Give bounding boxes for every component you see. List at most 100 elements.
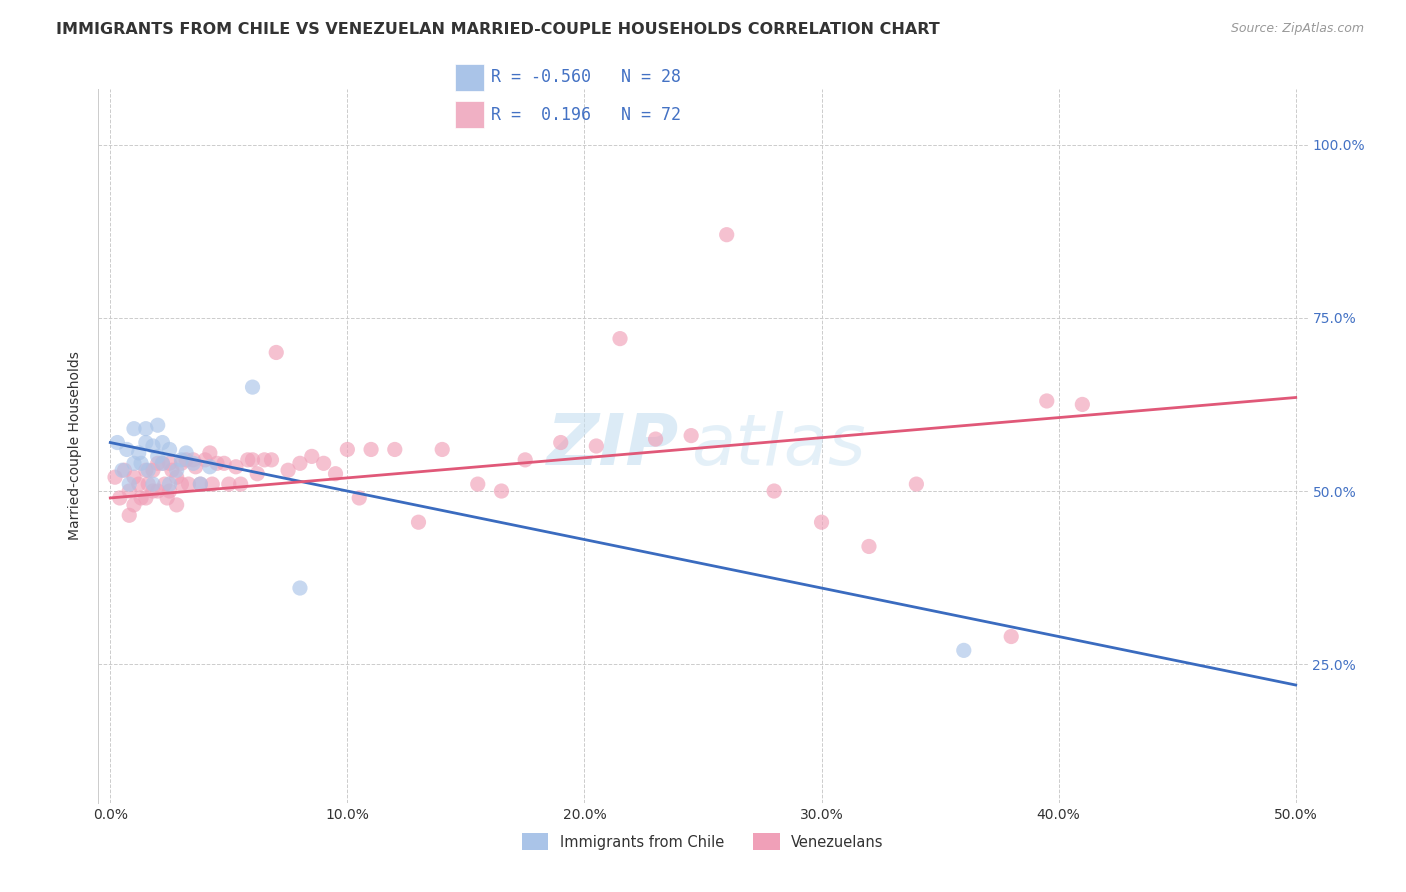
- Point: [128, 446, 150, 460]
- Point: [142, 463, 165, 477]
- Text: ZIP: ZIP: [547, 411, 679, 481]
- Point: [644, 432, 666, 446]
- Point: [229, 477, 252, 491]
- Point: [135, 463, 157, 477]
- Point: [236, 453, 259, 467]
- Point: [585, 439, 607, 453]
- Point: [108, 491, 131, 505]
- Point: [312, 456, 335, 470]
- Point: [246, 467, 269, 481]
- Point: [184, 459, 207, 474]
- Point: [159, 483, 181, 498]
- Point: [467, 477, 489, 491]
- Point: [952, 643, 974, 657]
- Point: [156, 491, 179, 505]
- Point: [174, 446, 197, 460]
- Point: [142, 477, 165, 491]
- Point: [118, 508, 141, 523]
- Point: [253, 453, 276, 467]
- Point: [118, 483, 141, 498]
- Point: [212, 456, 235, 470]
- Point: [152, 435, 174, 450]
- Point: [609, 332, 631, 346]
- Point: [810, 515, 832, 529]
- Point: [288, 456, 311, 470]
- Point: [152, 456, 174, 470]
- Point: [336, 442, 359, 457]
- Point: [432, 442, 454, 457]
- Point: [152, 456, 174, 470]
- Point: [1071, 397, 1094, 411]
- Point: [190, 477, 212, 491]
- Point: [129, 491, 152, 505]
- Point: [170, 477, 193, 491]
- Point: [153, 477, 176, 491]
- Point: [301, 450, 323, 464]
- Point: [159, 456, 181, 470]
- Point: [681, 428, 703, 442]
- Point: [198, 446, 221, 460]
- Point: [360, 442, 382, 457]
- Point: [201, 477, 224, 491]
- Point: [170, 453, 193, 467]
- Point: [111, 463, 134, 477]
- Point: [115, 442, 138, 457]
- Point: [205, 456, 228, 470]
- Point: [114, 463, 136, 477]
- Point: [136, 477, 159, 491]
- Point: [515, 453, 537, 467]
- Point: [122, 422, 145, 436]
- Point: [277, 463, 299, 477]
- Point: [550, 435, 572, 450]
- Point: [347, 491, 370, 505]
- Point: [118, 477, 141, 491]
- Text: Source: ZipAtlas.com: Source: ZipAtlas.com: [1230, 22, 1364, 36]
- Point: [260, 453, 283, 467]
- Point: [159, 477, 181, 491]
- Point: [146, 456, 169, 470]
- Point: [135, 491, 157, 505]
- Point: [905, 477, 928, 491]
- Point: [146, 450, 169, 464]
- Point: [135, 422, 157, 436]
- Y-axis label: Married-couple Households: Married-couple Households: [69, 351, 83, 541]
- Text: atlas: atlas: [690, 411, 866, 481]
- Point: [104, 470, 127, 484]
- FancyBboxPatch shape: [456, 101, 484, 128]
- Point: [288, 581, 311, 595]
- Point: [135, 435, 157, 450]
- Point: [177, 477, 200, 491]
- FancyBboxPatch shape: [456, 63, 484, 91]
- Point: [159, 442, 181, 457]
- Point: [105, 435, 128, 450]
- Point: [242, 380, 264, 394]
- Text: IMMIGRANTS FROM CHILE VS VENEZUELAN MARRIED-COUPLE HOUSEHOLDS CORRELATION CHART: IMMIGRANTS FROM CHILE VS VENEZUELAN MARR…: [56, 22, 941, 37]
- Point: [264, 345, 287, 359]
- Point: [170, 456, 193, 470]
- Point: [763, 483, 786, 498]
- Point: [325, 467, 347, 481]
- Point: [1000, 630, 1022, 644]
- Point: [146, 483, 169, 498]
- Point: [408, 515, 430, 529]
- Point: [142, 483, 165, 498]
- Point: [129, 456, 152, 470]
- Point: [194, 453, 217, 467]
- Point: [136, 463, 159, 477]
- Point: [166, 463, 188, 477]
- Point: [142, 439, 165, 453]
- Point: [166, 498, 188, 512]
- Point: [858, 540, 880, 554]
- Legend: Immigrants from Chile, Venezuelans: Immigrants from Chile, Venezuelans: [516, 828, 890, 856]
- Point: [242, 453, 264, 467]
- Point: [122, 456, 145, 470]
- Point: [190, 477, 212, 491]
- Point: [218, 477, 240, 491]
- Text: R = -0.560   N = 28: R = -0.560 N = 28: [491, 69, 682, 87]
- Point: [174, 453, 197, 467]
- Point: [225, 459, 247, 474]
- Point: [146, 418, 169, 433]
- Point: [491, 483, 513, 498]
- Point: [1036, 394, 1059, 409]
- Point: [122, 470, 145, 484]
